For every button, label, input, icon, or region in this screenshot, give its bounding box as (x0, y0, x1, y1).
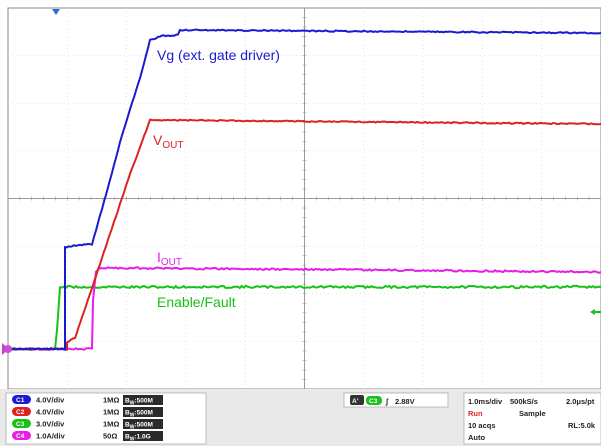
vout-trace (8, 118, 601, 351)
vout-label: VOUT (153, 132, 183, 151)
channel-badge-text: C2 (16, 409, 25, 416)
channel-panel-bg (5, 392, 207, 445)
run-state: Run (468, 409, 483, 418)
channel-scale: 1.0A/div (36, 432, 66, 441)
trigger-a-badge (350, 395, 364, 405)
trigger-position-marker[interactable] (52, 9, 60, 15)
channel-badge-text: C3 (16, 421, 25, 428)
timebase-value: 1.0ms/div (468, 397, 503, 406)
channel-badge-text: C1 (16, 397, 25, 404)
channel-ground-marker-dot[interactable] (4, 345, 12, 353)
channel-row-c2[interactable]: C2 4.0V/div 1MΩ BW:500M (12, 407, 163, 419)
trigger-slope-icon: ∫ (385, 397, 389, 406)
bandwidth-badge (123, 419, 163, 429)
trigger-level-value: 2.88V (395, 397, 415, 406)
bandwidth-text: BW:1.0G (125, 434, 151, 443)
acquisition-count: 10 acqs (468, 421, 496, 430)
channel-badge (12, 395, 31, 404)
channel-coupling: 1MΩ (103, 408, 119, 417)
channel-row-c3[interactable]: C3 3.0V/div 1MΩ BW:500M (12, 419, 163, 431)
channel-coupling: 1MΩ (103, 396, 119, 405)
vg-label: Vg (ext. gate driver) (157, 47, 280, 63)
channel-coupling: 50Ω (103, 432, 117, 441)
record-length: RL:5.0k (568, 421, 596, 430)
graticule (8, 8, 601, 389)
bandwidth-badge (123, 407, 163, 417)
resolution-value: 2.0μs/pt (566, 397, 595, 406)
waveform-traces (7, 28, 601, 352)
bandwidth-badge (123, 431, 163, 441)
trigger-level-arrow[interactable] (590, 309, 595, 315)
trigger-source-text: C3 (369, 398, 378, 405)
channel-scale: 4.0V/div (36, 396, 65, 405)
bandwidth-badge (123, 395, 163, 405)
vg-trace (7, 28, 601, 351)
bandwidth-text: BW:500M (125, 422, 153, 431)
enable-fault-label: Enable/Fault (157, 294, 236, 310)
acquisition-readout[interactable]: 1.0ms/div 500kS/s 2.0μs/pt Run Sample 10… (463, 392, 601, 445)
iout-label: IOUT (157, 249, 182, 268)
acquisition-mode: Sample (519, 409, 546, 418)
trigger-source-badge (366, 396, 382, 405)
channel-scale: 3.0V/div (36, 420, 65, 429)
channel-badge (12, 407, 31, 416)
channel-scale: 4.0V/div (36, 408, 65, 417)
trigger-a-text: A' (352, 398, 359, 405)
channel-badge (12, 431, 31, 440)
channel-row-c4[interactable]: C4 1.0A/div 50Ω BW:1.0G (12, 431, 163, 443)
channel-badge (12, 419, 31, 428)
bandwidth-text: BW:500M (125, 410, 153, 419)
channel-row-c1[interactable]: C1 4.0V/div 1MΩ BW:500M (12, 395, 163, 407)
trigger-mode: Auto (468, 433, 485, 442)
enable-fault-trace (7, 284, 601, 352)
channel-settings-panel: C1 4.0V/div 1MΩ BW:500M C2 4.0V/div 1MΩ BW:500M… (5, 392, 207, 445)
channel-coupling: 1MΩ (103, 420, 119, 429)
trigger-readout[interactable]: A' C3 ∫ 2.88V (343, 392, 449, 408)
iout-trace (7, 266, 601, 351)
bandwidth-text: BW:500M (125, 398, 153, 407)
channel-badge-text: C4 (16, 433, 25, 440)
sample-rate-value: 500kS/s (510, 397, 538, 406)
